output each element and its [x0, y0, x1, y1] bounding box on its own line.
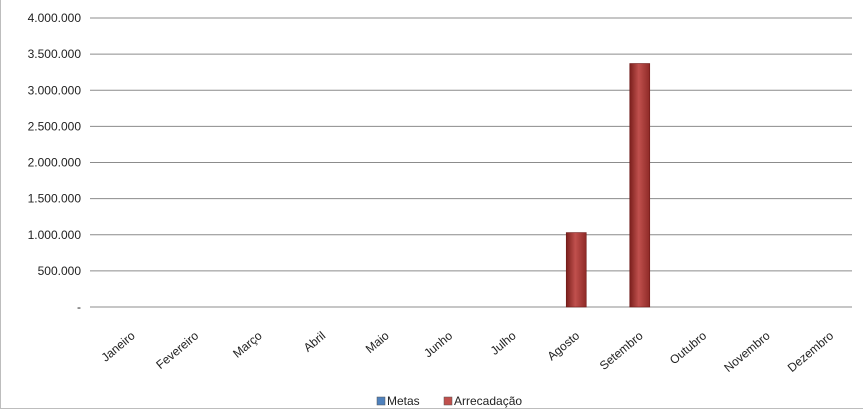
x-tick-label: Setembro: [597, 328, 646, 372]
x-tick-label: Fevereiro: [153, 328, 201, 372]
legend-swatch: [443, 396, 453, 406]
x-tick-label: Novembro: [721, 328, 773, 375]
x-axis-ticks: Janeiro Fevereiro Março Abril Maio Junho Julho…: [99, 328, 837, 375]
legend-label: Metas: [387, 394, 420, 408]
y-tick-label: 500.000: [38, 264, 82, 278]
y-tick-label: 4.000.000: [28, 11, 82, 25]
bar-arrecadação-setembro: [629, 63, 651, 308]
legend-label: Arrecadação: [454, 394, 522, 408]
legend: Metas Arrecadação: [376, 394, 522, 408]
x-tick-label: Março: [230, 328, 265, 360]
x-tick-label: Agosto: [545, 328, 583, 363]
bar-arrecadação-agosto: [565, 232, 587, 308]
legend-item: Arrecadação: [443, 394, 522, 408]
y-tick-label: 1.500.000: [28, 192, 82, 206]
y-tick-label: 2.500.000: [28, 119, 82, 133]
y-axis-ticks: - 500.000 1.000.000 1.500.000 2.000.000 2.500…: [28, 11, 82, 314]
y-tick-label: 3.500.000: [28, 47, 82, 61]
y-tick-label: 2.000.000: [28, 156, 82, 170]
x-tick-label: Maio: [363, 328, 392, 356]
x-tick-label: Dezembro: [785, 328, 837, 375]
legend-swatch: [376, 396, 386, 406]
y-tick-label: 3.000.000: [28, 83, 82, 97]
x-tick-label: Junho: [421, 328, 455, 360]
x-tick-label: Abril: [301, 329, 328, 355]
gridlines: [90, 17, 852, 308]
x-tick-label: Outubro: [667, 328, 709, 367]
x-tick-label: Janeiro: [99, 328, 138, 364]
y-tick-label: -: [77, 300, 81, 314]
bars: [565, 63, 651, 308]
legend-item: Metas: [376, 394, 420, 408]
y-tick-label: 1.000.000: [28, 228, 82, 242]
x-tick-label: Julho: [488, 328, 519, 357]
